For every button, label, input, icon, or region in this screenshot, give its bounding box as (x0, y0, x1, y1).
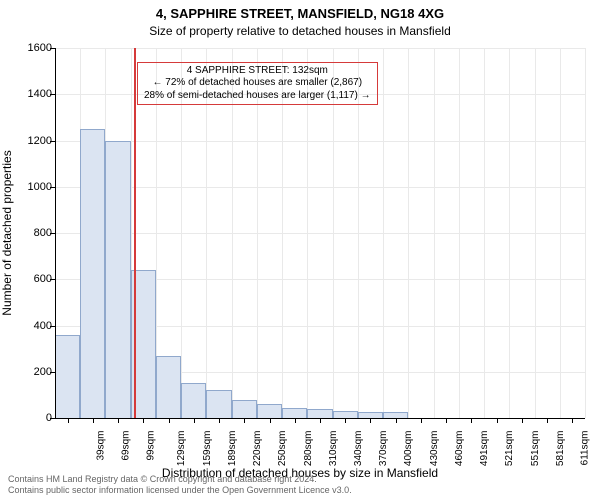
x-tick-mark (244, 418, 245, 423)
x-tick-label: 220sqm (252, 431, 263, 467)
x-tick-mark (345, 418, 346, 423)
x-tick-label: 189sqm (227, 431, 238, 467)
x-tick-label: 430sqm (429, 431, 440, 467)
x-tick-label: 129sqm (176, 431, 187, 467)
y-tick-label: 1600 (12, 42, 52, 54)
x-tick-mark (143, 418, 144, 423)
x-tick-mark (169, 418, 170, 423)
footer: Contains HM Land Registry data © Crown c… (8, 474, 352, 496)
marker-line (134, 48, 136, 418)
x-tick-mark (295, 418, 296, 423)
bar (55, 335, 80, 418)
chart-title: 4, SAPPHIRE STREET, MANSFIELD, NG18 4XG (0, 6, 600, 21)
x-tick-mark (219, 418, 220, 423)
bar (181, 383, 206, 418)
chart-container: { "title": "4, SAPPHIRE STREET, MANSFIEL… (0, 0, 600, 500)
x-tick-label: 460sqm (454, 431, 465, 467)
bar (257, 404, 282, 418)
y-tick-label: 600 (12, 273, 52, 285)
bar (307, 409, 332, 418)
bar (105, 141, 130, 419)
x-tick-label: 551sqm (530, 431, 541, 467)
y-tick-label: 1400 (12, 88, 52, 100)
x-tick-mark (471, 418, 472, 423)
y-tick-label: 400 (12, 320, 52, 332)
bar (156, 356, 181, 418)
footer-line2: Contains public sector information licen… (8, 485, 352, 496)
x-tick-label: 39sqm (95, 431, 106, 461)
y-tick-label: 1200 (12, 135, 52, 147)
bar (80, 129, 105, 418)
x-tick-label: 280sqm (303, 431, 314, 467)
x-tick-label: 99sqm (146, 431, 157, 461)
x-tick-mark (320, 418, 321, 423)
x-tick-label: 611sqm (579, 431, 590, 466)
annotation-line2: ← 72% of detached houses are smaller (2,… (144, 77, 371, 90)
grid-line-v (585, 48, 586, 418)
x-tick-mark (497, 418, 498, 423)
annotation-line3: 28% of semi-detached houses are larger (… (144, 90, 371, 103)
bar (206, 390, 231, 418)
x-tick-mark (396, 418, 397, 423)
footer-line1: Contains HM Land Registry data © Crown c… (8, 474, 352, 485)
bar (282, 408, 307, 418)
x-tick-mark (370, 418, 371, 423)
x-tick-label: 491sqm (479, 431, 490, 467)
x-tick-label: 400sqm (404, 431, 415, 467)
x-tick-mark (194, 418, 195, 423)
x-tick-mark (270, 418, 271, 423)
y-tick-label: 0 (12, 412, 52, 424)
x-tick-label: 340sqm (353, 431, 364, 467)
x-tick-label: 159sqm (202, 431, 213, 467)
annotation-line1: 4 SAPPHIRE STREET: 132sqm (144, 65, 371, 78)
x-tick-mark (93, 418, 94, 423)
annotation-box: 4 SAPPHIRE STREET: 132sqm ← 72% of detac… (137, 62, 378, 106)
x-tick-mark (446, 418, 447, 423)
x-tick-label: 370sqm (378, 431, 389, 467)
x-tick-label: 521sqm (505, 431, 516, 467)
bar (333, 411, 358, 418)
x-tick-mark (68, 418, 69, 423)
x-tick-mark (547, 418, 548, 423)
x-tick-mark (572, 418, 573, 423)
y-axis-line (55, 48, 56, 418)
x-tick-label: 581sqm (555, 431, 566, 467)
x-tick-label: 69sqm (120, 431, 131, 461)
y-tick-label: 800 (12, 227, 52, 239)
y-tick-label: 1000 (12, 181, 52, 193)
x-tick-label: 310sqm (328, 431, 339, 467)
x-tick-label: 250sqm (277, 431, 288, 467)
chart-subtitle: Size of property relative to detached ho… (0, 24, 600, 38)
bar (232, 400, 257, 419)
y-tick-label: 200 (12, 366, 52, 378)
x-tick-mark (522, 418, 523, 423)
x-tick-mark (118, 418, 119, 423)
x-tick-mark (421, 418, 422, 423)
